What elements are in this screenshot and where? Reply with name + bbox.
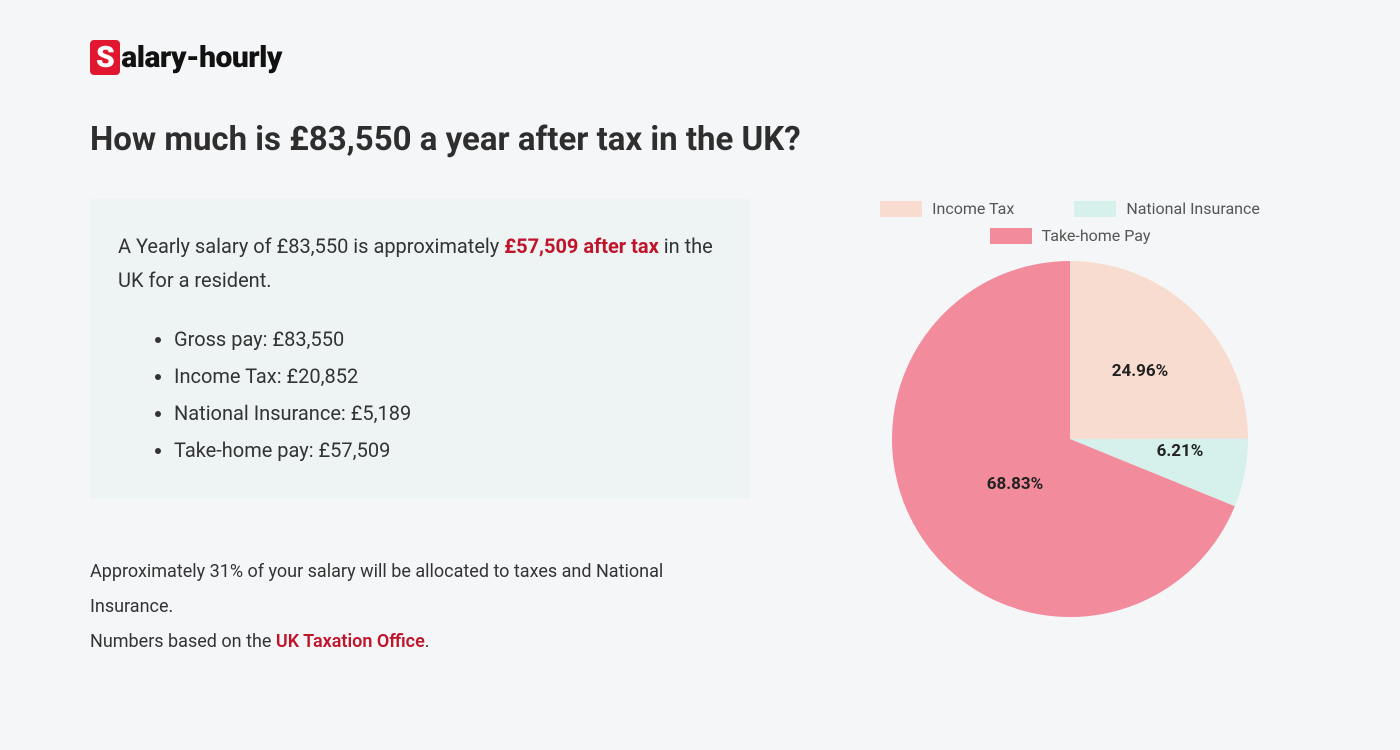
footer-line2-before: Numbers based on the — [90, 631, 276, 652]
legend-item: Income Tax — [880, 199, 1014, 218]
pie-chart: 24.96% 6.21% 68.83% — [890, 259, 1250, 619]
intro-highlight: £57,509 after tax — [504, 234, 659, 258]
page-title: How much is £83,550 a year after tax in … — [90, 120, 1310, 159]
logo-prefix: S — [90, 40, 120, 75]
pie-slice-label: 6.21% — [1157, 441, 1204, 461]
pie-slice-label: 24.96% — [1112, 361, 1169, 381]
pie-slice — [1070, 261, 1248, 439]
list-item: National Insurance: £5,189 — [174, 395, 722, 432]
pie-slice-label: 68.83% — [987, 474, 1044, 494]
legend-swatch — [880, 201, 922, 217]
left-column: A Yearly salary of £83,550 is approximat… — [90, 199, 750, 659]
list-item: Income Tax: £20,852 — [174, 358, 722, 395]
logo-rest: alary-hourly — [121, 40, 282, 75]
pie-svg — [890, 259, 1250, 619]
summary-box: A Yearly salary of £83,550 is approximat… — [90, 199, 750, 499]
footer-line1: Approximately 31% of your salary will be… — [90, 561, 663, 617]
right-column: Income Tax National Insurance Take-home … — [830, 199, 1310, 619]
summary-intro: A Yearly salary of £83,550 is approximat… — [118, 229, 722, 297]
legend-label: Take-home Pay — [1042, 226, 1151, 245]
intro-before: A Yearly salary of £83,550 is approximat… — [118, 234, 504, 258]
legend-label: Income Tax — [932, 199, 1014, 218]
legend-swatch — [1074, 201, 1116, 217]
site-logo: Salary-hourly — [90, 40, 1310, 75]
summary-list: Gross pay: £83,550 Income Tax: £20,852 N… — [118, 321, 722, 469]
legend-swatch — [990, 228, 1032, 244]
legend-label: National Insurance — [1126, 199, 1260, 218]
list-item: Take-home pay: £57,509 — [174, 432, 722, 469]
list-item: Gross pay: £83,550 — [174, 321, 722, 358]
footer-line2-after: . — [425, 631, 430, 652]
taxation-office-link[interactable]: UK Taxation Office — [276, 631, 425, 652]
footer-text: Approximately 31% of your salary will be… — [90, 554, 750, 659]
pie-legend: Income Tax National Insurance Take-home … — [830, 199, 1310, 245]
content-row: A Yearly salary of £83,550 is approximat… — [90, 199, 1310, 659]
legend-item: Take-home Pay — [990, 226, 1151, 245]
legend-item: National Insurance — [1074, 199, 1260, 218]
